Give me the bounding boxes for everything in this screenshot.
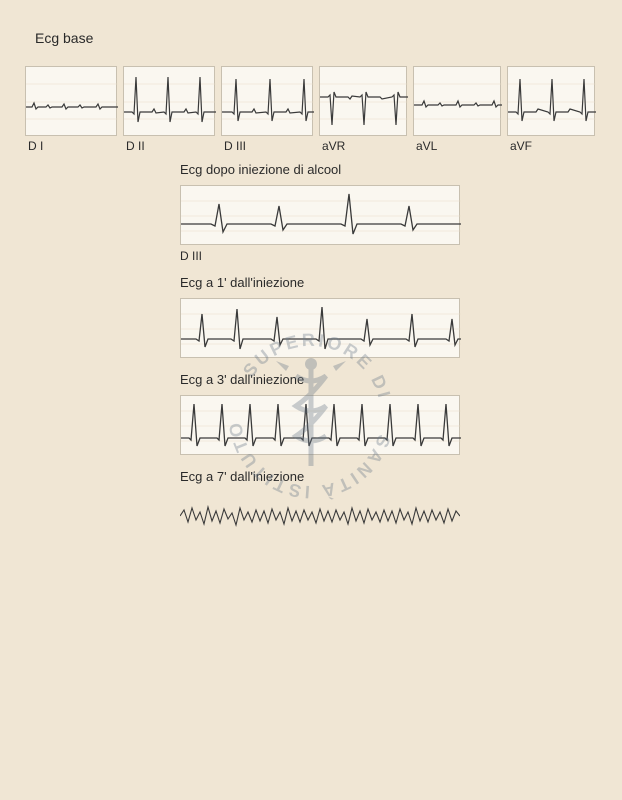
ecg-trace-icon bbox=[508, 67, 596, 137]
center-column: Ecg dopo iniezione di alcool D III Ecg a… bbox=[180, 162, 480, 540]
ecg-strip-avl: aVL bbox=[413, 66, 501, 136]
ecg-strip-d1: D I bbox=[25, 66, 117, 136]
ecg-strip-d3: D III bbox=[221, 66, 313, 136]
ecg-trace-icon bbox=[181, 299, 461, 359]
ecg-trace-icon bbox=[26, 67, 118, 137]
ecg-strip-3min bbox=[180, 395, 460, 455]
lead-label: aVF bbox=[510, 139, 532, 153]
lead-label: D I bbox=[28, 139, 43, 153]
main-title: Ecg base bbox=[35, 30, 597, 46]
section-title-after: Ecg dopo iniezione di alcool bbox=[180, 162, 480, 177]
section-title-1min: Ecg a 1' dall'iniezione bbox=[180, 275, 480, 290]
document-page: Ecg base D I D II D III bbox=[0, 0, 622, 800]
ecg-trace-icon bbox=[222, 67, 314, 137]
ecg-strip-after-injection bbox=[180, 185, 460, 245]
lead-label-d3: D III bbox=[180, 249, 480, 263]
lead-label: aVL bbox=[416, 139, 437, 153]
section-title-7min: Ecg a 7' dall'iniezione bbox=[180, 469, 480, 484]
ecg-strip-7min bbox=[180, 492, 460, 540]
lead-label: D III bbox=[224, 139, 246, 153]
ecg-trace-icon bbox=[414, 67, 502, 137]
ecg-trace-icon bbox=[320, 67, 408, 137]
ecg-strip-avf: aVF bbox=[507, 66, 595, 136]
lead-label: aVR bbox=[322, 139, 345, 153]
section-title-3min: Ecg a 3' dall'iniezione bbox=[180, 372, 480, 387]
ecg-trace-icon bbox=[124, 67, 216, 137]
ecg-base-row: D I D II D III aVR bbox=[25, 66, 597, 136]
ecg-trace-icon bbox=[180, 492, 460, 540]
ecg-strip-d2: D II bbox=[123, 66, 215, 136]
ecg-trace-icon bbox=[181, 396, 461, 456]
lead-label: D II bbox=[126, 139, 145, 153]
ecg-strip-avr: aVR bbox=[319, 66, 407, 136]
ecg-trace-icon bbox=[181, 186, 461, 246]
ecg-strip-1min bbox=[180, 298, 460, 358]
